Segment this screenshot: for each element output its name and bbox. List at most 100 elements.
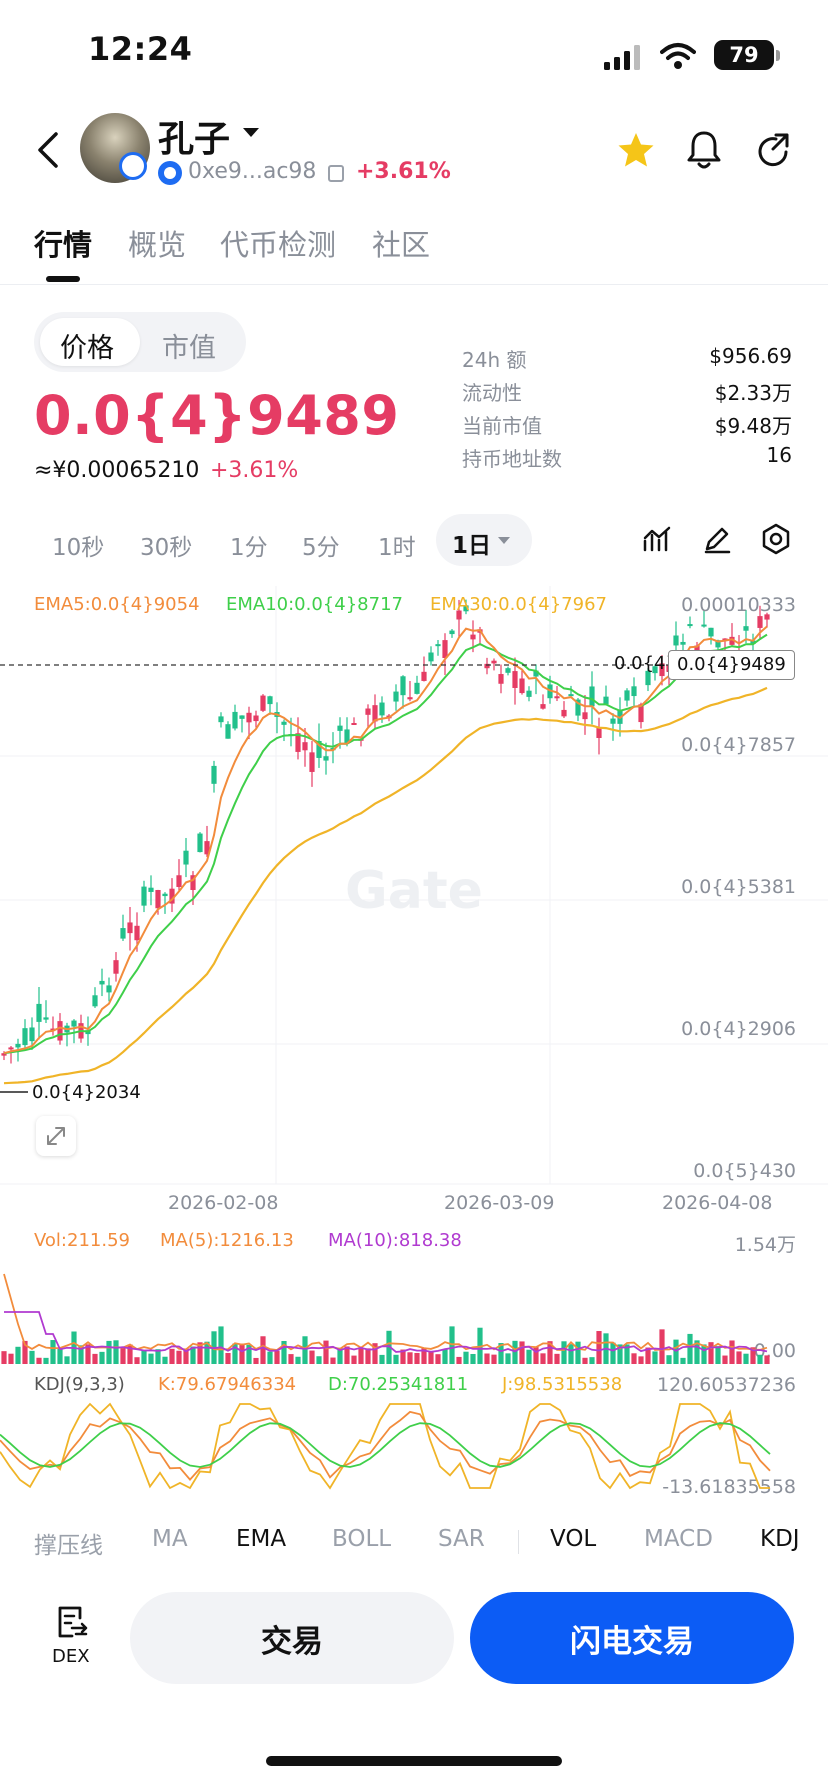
indicator-tab-support[interactable]: 撑压线: [34, 1533, 103, 1559]
candle-body: [498, 674, 504, 684]
candle-body: [631, 686, 637, 697]
price-change: +3.61%: [210, 458, 299, 483]
toggle-price[interactable]: 价格: [60, 333, 114, 364]
volume-bar: [253, 1357, 259, 1364]
volume-bar: [764, 1355, 770, 1364]
date-label-2: 2026-03-09: [444, 1192, 555, 1214]
volume-bar: [491, 1354, 497, 1364]
volume-bar: [232, 1343, 238, 1364]
candlestick-chart[interactable]: Gate: [0, 586, 828, 1186]
header-change: +3.61%: [356, 159, 451, 184]
volume-bar: [316, 1356, 322, 1364]
token-address[interactable]: 0xe9...ac98: [188, 159, 317, 184]
chevron-down-icon[interactable]: [498, 537, 510, 544]
volume-bar: [435, 1354, 441, 1364]
watermark: Gate: [345, 861, 483, 921]
volume-bar: [15, 1346, 21, 1364]
current-price: 0.0{4}9489: [34, 384, 400, 447]
copy-icon[interactable]: [328, 165, 344, 182]
candle-body: [659, 663, 665, 677]
candle-body: [148, 887, 154, 892]
timeframe-1m[interactable]: 1分: [230, 535, 268, 561]
last-price-tag: 0.0{4}9489: [668, 650, 795, 680]
candle-body: [267, 696, 273, 705]
candle-body: [596, 727, 602, 738]
volume-bar: [610, 1342, 616, 1364]
star-icon[interactable]: [616, 130, 656, 170]
indicator-tab-ema[interactable]: EMA: [236, 1526, 287, 1552]
candle-body: [645, 670, 651, 686]
tab-community[interactable]: 社区: [372, 228, 431, 262]
share-icon[interactable]: [754, 132, 792, 170]
line-chart-icon[interactable]: [642, 524, 672, 554]
volume-bar: [484, 1353, 490, 1364]
timeframe-selected[interactable]: [436, 514, 532, 566]
stat-label-mcap: 当前市值: [462, 414, 542, 438]
expand-icon: [47, 1127, 65, 1145]
dex-label[interactable]: DEX: [52, 1646, 90, 1667]
candle-body: [428, 652, 434, 662]
volume-bar: [659, 1329, 665, 1364]
tab-token-check[interactable]: 代币检测: [220, 228, 337, 262]
candle-body: [603, 696, 609, 705]
timeframe-5m[interactable]: 5分: [302, 535, 340, 561]
candle-body: [15, 1043, 21, 1048]
indicator-tab-vol[interactable]: VOL: [550, 1526, 597, 1552]
timeframe-10s[interactable]: 10秒: [52, 535, 105, 561]
kdj-d-line: [0, 1422, 771, 1468]
dex-icon[interactable]: [54, 1604, 90, 1642]
volume-bar: [302, 1336, 308, 1364]
kdj-d-label: D:70.25341811: [328, 1374, 469, 1395]
volume-bar: [428, 1351, 434, 1364]
volume-bar: [344, 1346, 350, 1364]
volume-bar: [127, 1344, 133, 1364]
stat-value-mcap: $9.48万: [714, 414, 792, 438]
last-price-left-tag: 0.0{4}: [614, 653, 677, 674]
chevron-down-icon[interactable]: [243, 128, 259, 137]
candle-body: [435, 644, 441, 647]
indicator-tab-macd[interactable]: MACD: [644, 1526, 713, 1552]
settings-icon[interactable]: [760, 522, 792, 556]
timeframe-1h[interactable]: 1时: [378, 535, 416, 561]
volume-bar: [456, 1356, 462, 1364]
volume-bar: [694, 1340, 700, 1364]
toggle-market-cap[interactable]: 市值: [162, 333, 216, 364]
indicator-tab-sar[interactable]: SAR: [438, 1526, 485, 1552]
volume-bar: [421, 1348, 427, 1364]
volume-bar: [589, 1357, 595, 1364]
volume-bar: [568, 1344, 574, 1364]
price-axis-1: 0.00010333: [681, 594, 796, 616]
back-icon[interactable]: [34, 130, 62, 170]
token-name[interactable]: 孔子: [158, 119, 231, 160]
indicator-tab-kdj[interactable]: KDJ: [760, 1526, 800, 1552]
volume-bar: [722, 1355, 728, 1364]
candle-body: [470, 634, 476, 640]
indicator-tab-ma[interactable]: MA: [152, 1526, 188, 1552]
draw-icon[interactable]: [702, 524, 732, 554]
candle-body: [540, 704, 546, 709]
volume-bar: [519, 1341, 525, 1364]
indicator-tab-boll[interactable]: BOLL: [332, 1526, 392, 1552]
timeframe-30s[interactable]: 30秒: [140, 535, 193, 561]
candle-body: [365, 708, 371, 715]
candle-body: [673, 635, 679, 646]
volume-bar: [512, 1340, 518, 1364]
volume-bar: [309, 1350, 315, 1364]
timeframe-1d[interactable]: 1日: [452, 533, 492, 559]
tab-market[interactable]: 行情: [34, 228, 93, 262]
bell-icon[interactable]: [686, 128, 722, 172]
expand-button[interactable]: [36, 1116, 76, 1156]
flash-trade-button[interactable]: 闪电交易: [470, 1592, 794, 1684]
candle-body: [302, 742, 308, 751]
volume-bar: [330, 1357, 336, 1364]
candle-body: [505, 668, 511, 673]
volume-bar: [400, 1349, 406, 1364]
candle-body: [722, 638, 728, 641]
candle-body: [708, 627, 714, 637]
volume-bar: [337, 1347, 343, 1364]
tab-overview[interactable]: 概览: [128, 228, 187, 262]
trade-button[interactable]: 交易: [130, 1592, 454, 1684]
volume-bar: [190, 1346, 196, 1364]
volume-bar: [561, 1341, 567, 1364]
candle-body: [582, 712, 588, 720]
